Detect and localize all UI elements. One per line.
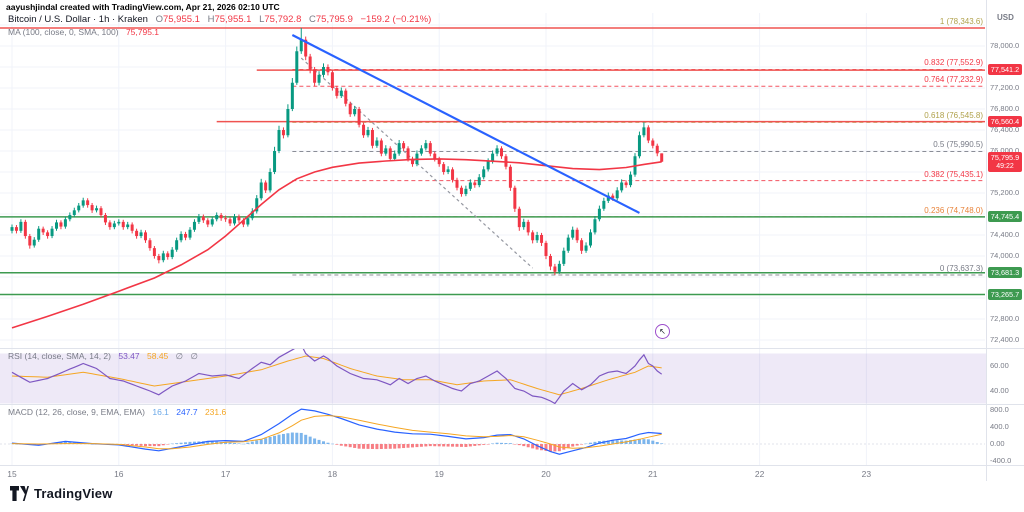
ohlc-low-label: L: [259, 14, 265, 25]
ma-legend: MA (100, close, 0, SMA, 100) 75,795.1: [8, 27, 159, 37]
ohlc-change-value: −159.2 (−0.21%): [360, 14, 432, 25]
macd-signal-value: 231.6: [204, 407, 227, 417]
rsi-legend: RSI (14, close, SMA, 14, 2) 53.47 58.45 …: [8, 351, 198, 362]
rsi-ma-value: 58.45: [147, 351, 169, 361]
price-axis-unit: USD: [997, 13, 1014, 22]
macd-hist-value: 16.1: [152, 407, 169, 417]
ohlc-low-value: 75,792.8: [264, 14, 302, 25]
ohlc-high-value: 75,955.1: [214, 14, 252, 25]
rsi-value: 53.47: [118, 351, 140, 361]
ohlc-close-label: C: [309, 14, 316, 25]
ma-legend-value: 75,795.1: [125, 27, 160, 37]
ohlc-open-value: 75,955.1: [162, 14, 200, 25]
attribution-text: aayushjindal created with TradingView.co…: [6, 2, 280, 12]
drawing-marker-icon[interactable]: ↖: [655, 324, 670, 339]
macd-line-value: 247.7: [176, 407, 198, 417]
rsi-band-lower-value: ∅: [190, 351, 198, 361]
time-axis[interactable]: [0, 466, 1024, 482]
macd-legend: MACD (12, 26, close, 9, EMA, EMA) 16.1 2…: [8, 407, 226, 417]
tradingview-logo-text: TradingView: [34, 486, 113, 501]
rsi-band-upper-value: ∅: [175, 351, 184, 361]
symbol-title: Bitcoin / U.S. Dollar · 1h · Kraken: [8, 14, 148, 25]
rsi-legend-label: RSI (14, close, SMA, 14, 2): [8, 351, 111, 361]
tradingview-logo[interactable]: TradingView: [10, 486, 113, 501]
symbol-legend: Bitcoin / U.S. Dollar · 1h · Kraken O75,…: [8, 14, 431, 25]
ohlc-close-value: 75,795.9: [315, 14, 353, 25]
price-axis[interactable]: [987, 0, 1024, 465]
ohlc-high-label: H: [207, 14, 215, 25]
tradingview-logo-icon: [10, 486, 29, 501]
ohlc-open-label: O: [155, 14, 163, 25]
ma-legend-label: MA (100, close, 0, SMA, 100): [8, 27, 119, 37]
macd-legend-label: MACD (12, 26, close, 9, EMA, EMA): [8, 407, 145, 417]
